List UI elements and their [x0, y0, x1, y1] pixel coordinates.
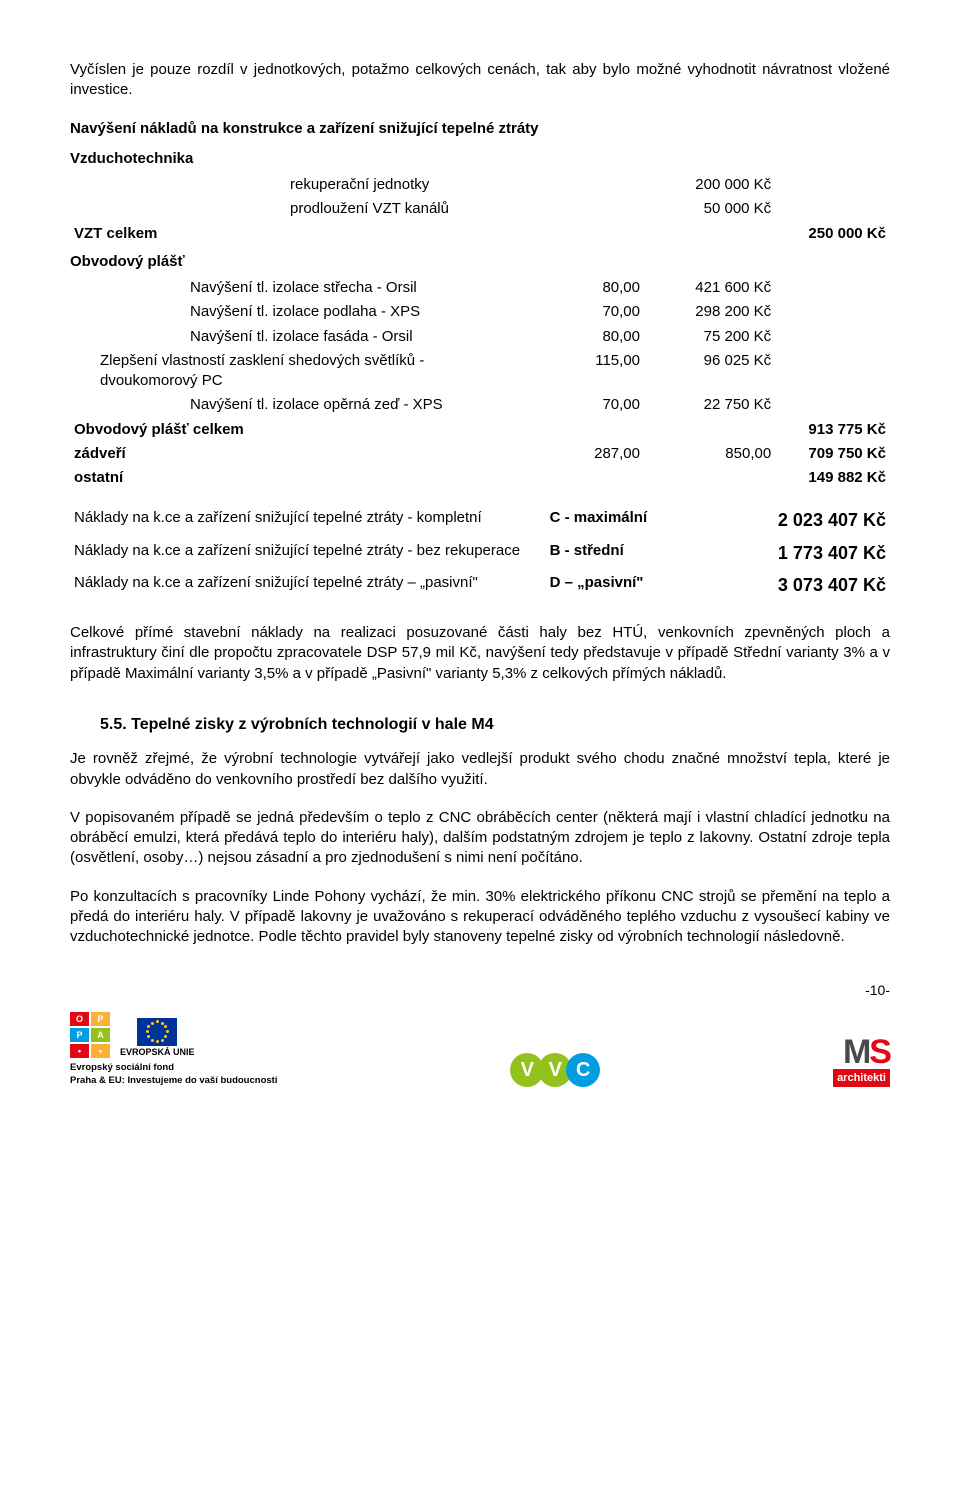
cell-n2: 22 750 Kč	[644, 393, 775, 417]
table-row: Náklady na k.ce a zařízení snižující tep…	[70, 569, 890, 601]
oppa-cell: A	[91, 1028, 110, 1042]
obv-table: Navýšení tl. izolace střecha - Orsil 80,…	[70, 276, 890, 490]
oppa-cell: O	[70, 1012, 89, 1026]
cell-label: Náklady na k.ce a zařízení snižující tep…	[70, 504, 546, 536]
oppa-logo: OPPA••	[70, 1012, 110, 1058]
cell-label: Navýšení tl. izolace opěrná zeď - XPS	[70, 393, 529, 417]
cell-n2: 298 200 Kč	[644, 300, 775, 324]
cell-label: VZT celkem	[70, 222, 529, 246]
eu-flag-icon	[137, 1018, 177, 1046]
ms-letter-s: S	[869, 1033, 890, 1071]
table-row: Navýšení tl. izolace střecha - Orsil 80,…	[70, 276, 890, 300]
table-row: Navýšení tl. izolace fasáda - Orsil 80,0…	[70, 325, 890, 349]
vzt-table: rekuperační jednotky 200 000 Kč prodlouž…	[70, 173, 890, 246]
cell-variant: C - maximální	[546, 504, 710, 536]
summary-table: Náklady na k.ce a zařízení snižující tep…	[70, 504, 890, 601]
ms-arch-text: architekti	[833, 1069, 890, 1088]
para-55b: V popisovaném případě se jedná především…	[70, 808, 890, 869]
cell-n2: 75 200 Kč	[644, 325, 775, 349]
cell-label: rekuperační jednotky	[70, 173, 529, 197]
cell-value: 50 000 Kč	[644, 197, 775, 221]
cell-label: Navýšení tl. izolace fasáda - Orsil	[70, 325, 529, 349]
cell-n1: 287,00	[529, 442, 644, 466]
table-row: Navýšení tl. izolace podlaha - XPS 70,00…	[70, 300, 890, 324]
cell-label: ostatní	[70, 466, 529, 490]
cell-label: Zlepšení vlastností zasklení shedových s…	[70, 349, 529, 394]
zadveri-row: zádveří 287,00 850,00 709 750 Kč	[70, 442, 890, 466]
vzt-total-row: VZT celkem 250 000 Kč	[70, 222, 890, 246]
table-row: rekuperační jednotky 200 000 Kč	[70, 173, 890, 197]
intro-paragraph: Vyčíslen je pouze rozdíl v jednotkových,…	[70, 60, 890, 101]
para-55c: Po konzultacích s pracovníky Linde Pohon…	[70, 887, 890, 948]
vvc-logo: VVC	[510, 1053, 600, 1087]
vvc-ball: C	[566, 1053, 600, 1087]
cell-n1: 80,00	[529, 325, 644, 349]
cell-value: 913 775 Kč	[775, 418, 890, 442]
obv-total-row: Obvodový plášť celkem 913 775 Kč	[70, 418, 890, 442]
footer-caption: Evropský sociální fondPraha & EU: Invest…	[70, 1062, 277, 1088]
subhead-vzduchotechnika: Vzduchotechnika	[70, 149, 890, 169]
cell-n1: 70,00	[529, 393, 644, 417]
oppa-cell: •	[70, 1044, 89, 1058]
table-row: Náklady na k.ce a zařízení snižující tep…	[70, 504, 890, 536]
ms-text: MS	[833, 1039, 890, 1066]
cell-variant: B - střední	[546, 537, 710, 569]
cell-n2: 421 600 Kč	[644, 276, 775, 300]
cell-label: Navýšení tl. izolace střecha - Orsil	[70, 276, 529, 300]
cell-value: 149 882 Kč	[775, 466, 890, 490]
oppa-cell: •	[91, 1044, 110, 1058]
cell-value: 3 073 407 Kč	[710, 569, 890, 601]
cell-label: Navýšení tl. izolace podlaha - XPS	[70, 300, 529, 324]
page-footer: -10- OPPA•• EVROPSKÁ UNIE Evropský sociá…	[70, 1007, 890, 1087]
para-55a: Je rovněž zřejmé, že výrobní technologie…	[70, 749, 890, 790]
heading-cost-increase: Navýšení nákladů na konstrukce a zařízen…	[70, 119, 890, 139]
heading-5-5: 5.5. Tepelné zisky z výrobních technolog…	[100, 714, 890, 736]
cell-value: 250 000 Kč	[775, 222, 890, 246]
table-row: Navýšení tl. izolace opěrná zeď - XPS 70…	[70, 393, 890, 417]
ostatni-row: ostatní 149 882 Kč	[70, 466, 890, 490]
body-paragraph: Celkové přímé stavební náklady na realiz…	[70, 623, 890, 684]
cell-n1: 115,00	[529, 349, 644, 394]
cell-value: 200 000 Kč	[644, 173, 775, 197]
cell-label: prodloužení VZT kanálů	[70, 197, 529, 221]
cell-n1: 70,00	[529, 300, 644, 324]
subhead-obvodovy: Obvodový plášť	[70, 252, 890, 272]
cell-value: 1 773 407 Kč	[710, 537, 890, 569]
eu-logo: EVROPSKÁ UNIE	[120, 1018, 195, 1058]
cell-label: Obvodový plášť celkem	[70, 418, 529, 442]
oppa-cell: P	[91, 1012, 110, 1026]
cell-label: zádveří	[70, 442, 529, 466]
eu-text: EVROPSKÁ UNIE	[120, 1048, 195, 1058]
cell-value: 709 750 Kč	[775, 442, 890, 466]
cell-value: 2 023 407 Kč	[710, 504, 890, 536]
cell-label: Náklady na k.ce a zařízení snižující tep…	[70, 569, 546, 601]
left-logos: OPPA•• EVROPSKÁ UNIE	[70, 1012, 277, 1058]
ms-architekti-logo: MS architekti	[833, 1039, 890, 1087]
cell-n2: 850,00	[644, 442, 775, 466]
page-number: -10-	[865, 981, 890, 1000]
table-row: Náklady na k.ce a zařízení snižující tep…	[70, 537, 890, 569]
cell-n1: 80,00	[529, 276, 644, 300]
cell-label: Náklady na k.ce a zařízení snižující tep…	[70, 537, 546, 569]
oppa-cell: P	[70, 1028, 89, 1042]
footer-left-block: OPPA•• EVROPSKÁ UNIE Evropský sociální f…	[70, 1012, 277, 1088]
cell-n2: 96 025 Kč	[644, 349, 775, 394]
ms-letter-m: M	[843, 1033, 869, 1071]
table-row: Zlepšení vlastností zasklení shedových s…	[70, 349, 890, 394]
cell-variant: D – „pasivní"	[546, 569, 710, 601]
table-row: prodloužení VZT kanálů 50 000 Kč	[70, 197, 890, 221]
